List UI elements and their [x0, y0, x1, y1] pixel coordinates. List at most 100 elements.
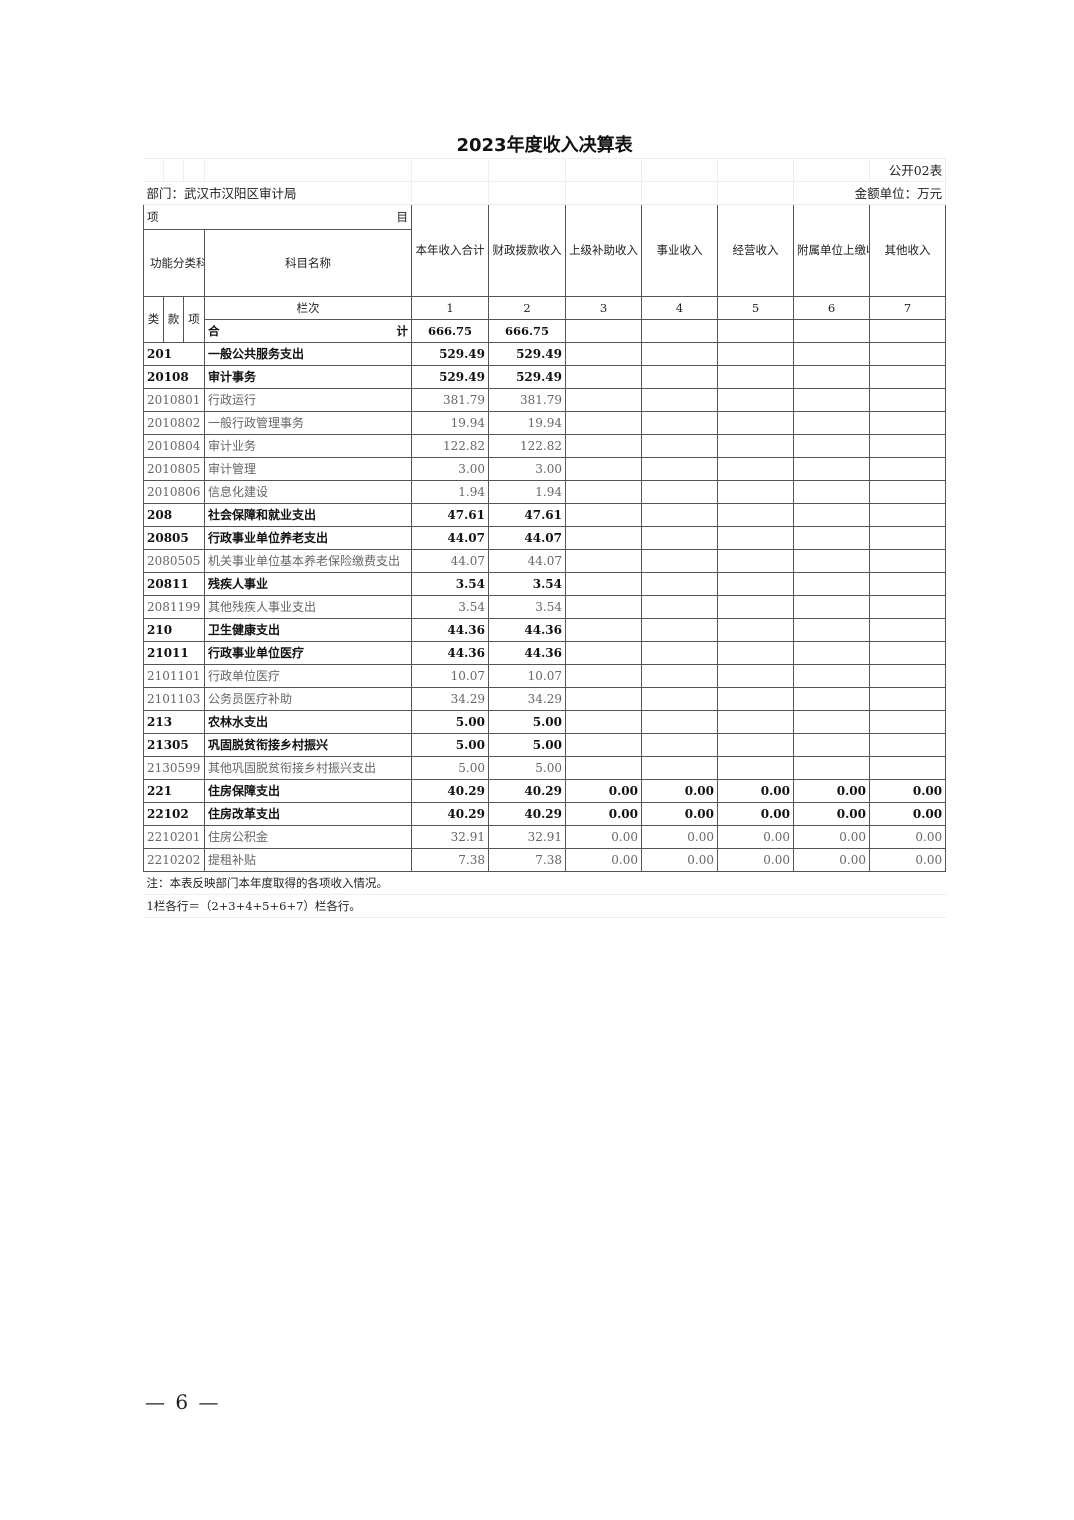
amount-cell [793, 686, 870, 711]
amount-cell [868, 686, 947, 711]
amount-cell [717, 479, 794, 504]
amount-cell: 0.00 [793, 824, 870, 849]
amount-cell: 7.38 [488, 847, 566, 872]
amount-cell: 5.00 [488, 755, 566, 780]
subject-name: 住房公积金 [204, 824, 412, 849]
amount-cell: 0.00 [641, 801, 718, 826]
amount-cell: 5.00 [411, 732, 489, 757]
amount-cell [793, 617, 870, 642]
amount-cell [868, 387, 947, 412]
amount-cell: 0.00 [641, 778, 718, 803]
table-row: 2081199 其他残疾人事业支出 3.54 3.54 [143, 594, 947, 619]
amount-cell [793, 640, 870, 665]
form-number: 公开02表 [869, 158, 947, 182]
subject-name: 住房改革支出 [204, 801, 412, 826]
amount-cell: 44.07 [488, 548, 566, 573]
amount-cell [565, 663, 642, 688]
amount-cell: 5.00 [488, 709, 566, 734]
subject-name: 社会保障和就业支出 [204, 502, 412, 527]
subject-code: 201 [143, 341, 205, 366]
subject-code: 221 [143, 778, 205, 803]
amount-cell [868, 341, 947, 366]
amount-cell [641, 594, 718, 619]
amount-cell [793, 410, 870, 435]
table-row: 2101101 行政单位医疗 10.07 10.07 [143, 663, 947, 688]
subject-code: 2210201 [143, 824, 205, 849]
amount-cell: 0.00 [868, 801, 947, 826]
amount-cell [565, 709, 642, 734]
subject-name: 农林水支出 [204, 709, 412, 734]
amount-cell: 3.54 [488, 571, 566, 596]
subject-code: 2010802 [143, 410, 205, 435]
item-header: 项目 [143, 203, 412, 230]
amount-cell [565, 502, 642, 527]
amount-cell: 0.00 [565, 847, 642, 872]
amount-cell [793, 709, 870, 734]
amount-cell [565, 640, 642, 665]
amount-cell [641, 456, 718, 481]
subject-name: 审计管理 [204, 456, 412, 481]
total-row: 合计 666.75 666.75 [144, 318, 947, 343]
page-number: — 6 — [145, 1390, 221, 1414]
amount-cell [793, 479, 870, 504]
amount-cell [641, 663, 718, 688]
unit-label: 金额单位：万元 [793, 181, 947, 205]
subject-name: 其他残疾人事业支出 [204, 594, 412, 619]
amount-cell [717, 594, 794, 619]
col-number: 5 [717, 295, 794, 320]
amount-cell [641, 410, 718, 435]
table-row: 2010806 信息化建设 1.94 1.94 [143, 479, 947, 504]
amount-cell: 19.94 [488, 410, 566, 435]
amount-cell: 34.29 [488, 686, 566, 711]
col-header: 其他收入 [868, 203, 947, 297]
amount-cell: 5.00 [411, 709, 489, 734]
amount-cell [641, 755, 718, 780]
amount-cell: 40.29 [411, 801, 489, 826]
amount-cell [641, 709, 718, 734]
amount-cell [565, 341, 642, 366]
amount-cell: 529.49 [411, 364, 489, 389]
amount-cell [868, 410, 947, 435]
amount-cell [793, 456, 870, 481]
table-row: 22102 住房改革支出 40.29 40.29 0.00 0.00 0.00 0.00 0.0… [143, 801, 947, 826]
amount-cell: 44.07 [411, 548, 489, 573]
lei-header: 类 [143, 295, 164, 343]
amount-cell [868, 640, 947, 665]
subject-name: 行政事业单位养老支出 [204, 525, 412, 550]
subject-code: 2130599 [143, 755, 205, 780]
amount-cell: 381.79 [411, 387, 489, 412]
subject-code: 208 [143, 502, 205, 527]
subject-code: 21011 [143, 640, 205, 665]
amount-cell: 0.00 [868, 847, 947, 872]
amount-cell [717, 433, 794, 458]
note: 1栏各行＝（2+3+4+5+6+7）栏各行。 [143, 894, 946, 918]
amount-cell [793, 433, 870, 458]
amount-cell: 34.29 [411, 686, 489, 711]
amount-cell: 5.00 [411, 755, 489, 780]
amount-cell [793, 594, 870, 619]
amount-cell: 122.82 [488, 433, 566, 458]
lanci-header: 栏次 [204, 295, 412, 320]
col-number: 6 [793, 295, 870, 320]
amount-cell [717, 456, 794, 481]
subject-name: 机关事业单位基本养老保险缴费支出 [204, 548, 412, 573]
subject-code: 2010805 [143, 456, 205, 481]
amount-cell: 3.00 [488, 456, 566, 481]
amount-cell [868, 548, 947, 573]
xiang-header: 项 [183, 295, 205, 343]
amount-cell: 47.61 [411, 502, 489, 527]
subject-name: 行政事业单位医疗 [204, 640, 412, 665]
subject-name: 其他巩固脱贫衔接乡村振兴支出 [204, 755, 412, 780]
subject-name: 信息化建设 [204, 479, 412, 504]
subject-name: 提租补贴 [204, 847, 412, 872]
amount-cell [641, 640, 718, 665]
subject-code: 213 [143, 709, 205, 734]
amount-cell [641, 617, 718, 642]
amount-cell [717, 571, 794, 596]
subject-code: 210 [143, 617, 205, 642]
subject-code: 2101103 [143, 686, 205, 711]
table-row: 2210202 提租补贴 7.38 7.38 0.00 0.00 0.00 0.00 0.00 [143, 847, 947, 872]
amount-cell: 1.94 [411, 479, 489, 504]
amount-cell [565, 479, 642, 504]
col-header: 本年收入合计 [411, 203, 489, 297]
